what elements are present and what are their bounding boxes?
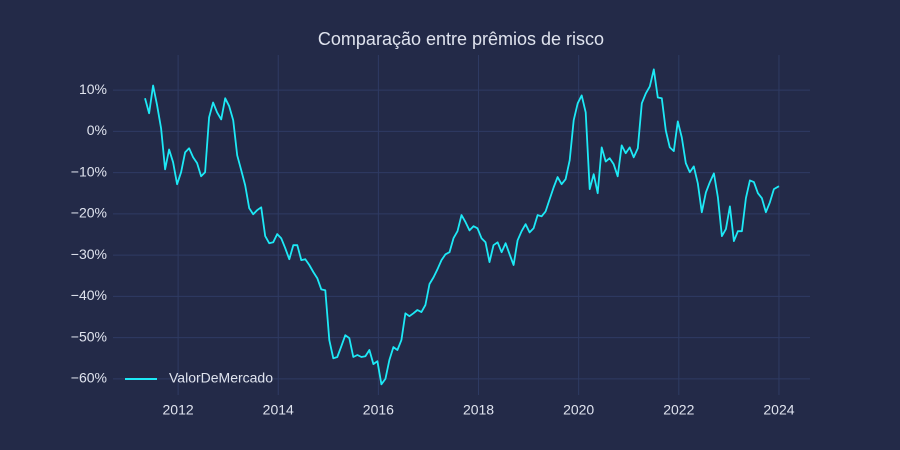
y-tick-label: −10% <box>71 163 107 179</box>
x-tick-label: 2020 <box>563 402 594 418</box>
legend-label: ValorDeMercado <box>169 370 273 386</box>
chart-title: Comparação entre prêmios de risco <box>318 29 604 49</box>
x-tick-label: 2018 <box>463 402 494 418</box>
y-tick-label: −20% <box>71 205 107 221</box>
y-tick-label: 10% <box>79 81 107 97</box>
x-tick-label: 2014 <box>263 402 294 418</box>
y-tick-label: −60% <box>71 370 107 386</box>
y-tick-label: −40% <box>71 287 107 303</box>
x-tick-label: 2024 <box>763 402 794 418</box>
line-series <box>144 68 780 386</box>
y-tick-label: −30% <box>71 246 107 262</box>
x-tick-label: 2022 <box>663 402 694 418</box>
y-tick-label: 0% <box>87 122 107 138</box>
y-tick-label: −50% <box>71 328 107 344</box>
x-tick-label: 2012 <box>163 402 194 418</box>
x-tick-label: 2016 <box>363 402 394 418</box>
